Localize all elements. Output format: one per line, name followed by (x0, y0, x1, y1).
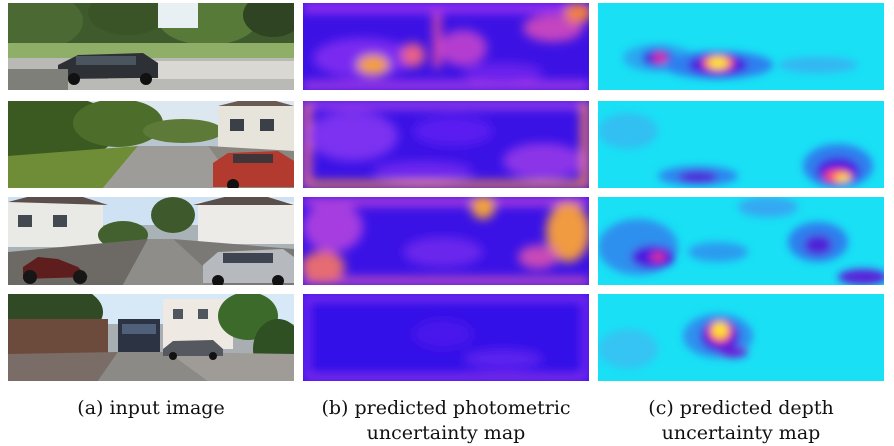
caption-depth-uncertainty: (c) predicted depth uncertainty map (598, 396, 884, 446)
photometric-uncertainty-map-row3 (303, 197, 589, 285)
photometric-uncertainty-map-row1 (303, 3, 589, 90)
caption-input-image: (a) input image (8, 396, 294, 421)
input-image-row1 (8, 3, 294, 90)
photometric-uncertainty-map-row2 (303, 101, 589, 188)
caption-photometric-line2: uncertainty map (366, 422, 526, 444)
depth-uncertainty-map-row1 (598, 3, 884, 90)
photometric-uncertainty-map-row4 (303, 294, 589, 381)
input-image-row3 (8, 197, 294, 285)
depth-uncertainty-map-row2 (598, 101, 884, 188)
caption-photometric-line1: (b) predicted photometric (321, 397, 571, 419)
depth-uncertainty-map-row3 (598, 197, 884, 285)
caption-photometric-uncertainty: (b) predicted photometric uncertainty ma… (296, 396, 596, 446)
caption-depth-line2: uncertainty map (661, 422, 821, 444)
input-image-row4 (8, 294, 294, 381)
caption-depth-line1: (c) predicted depth (648, 397, 834, 419)
caption-input-image-line1: (a) input image (77, 397, 225, 419)
depth-uncertainty-map-row4 (598, 294, 884, 381)
input-image-row2 (8, 101, 294, 188)
